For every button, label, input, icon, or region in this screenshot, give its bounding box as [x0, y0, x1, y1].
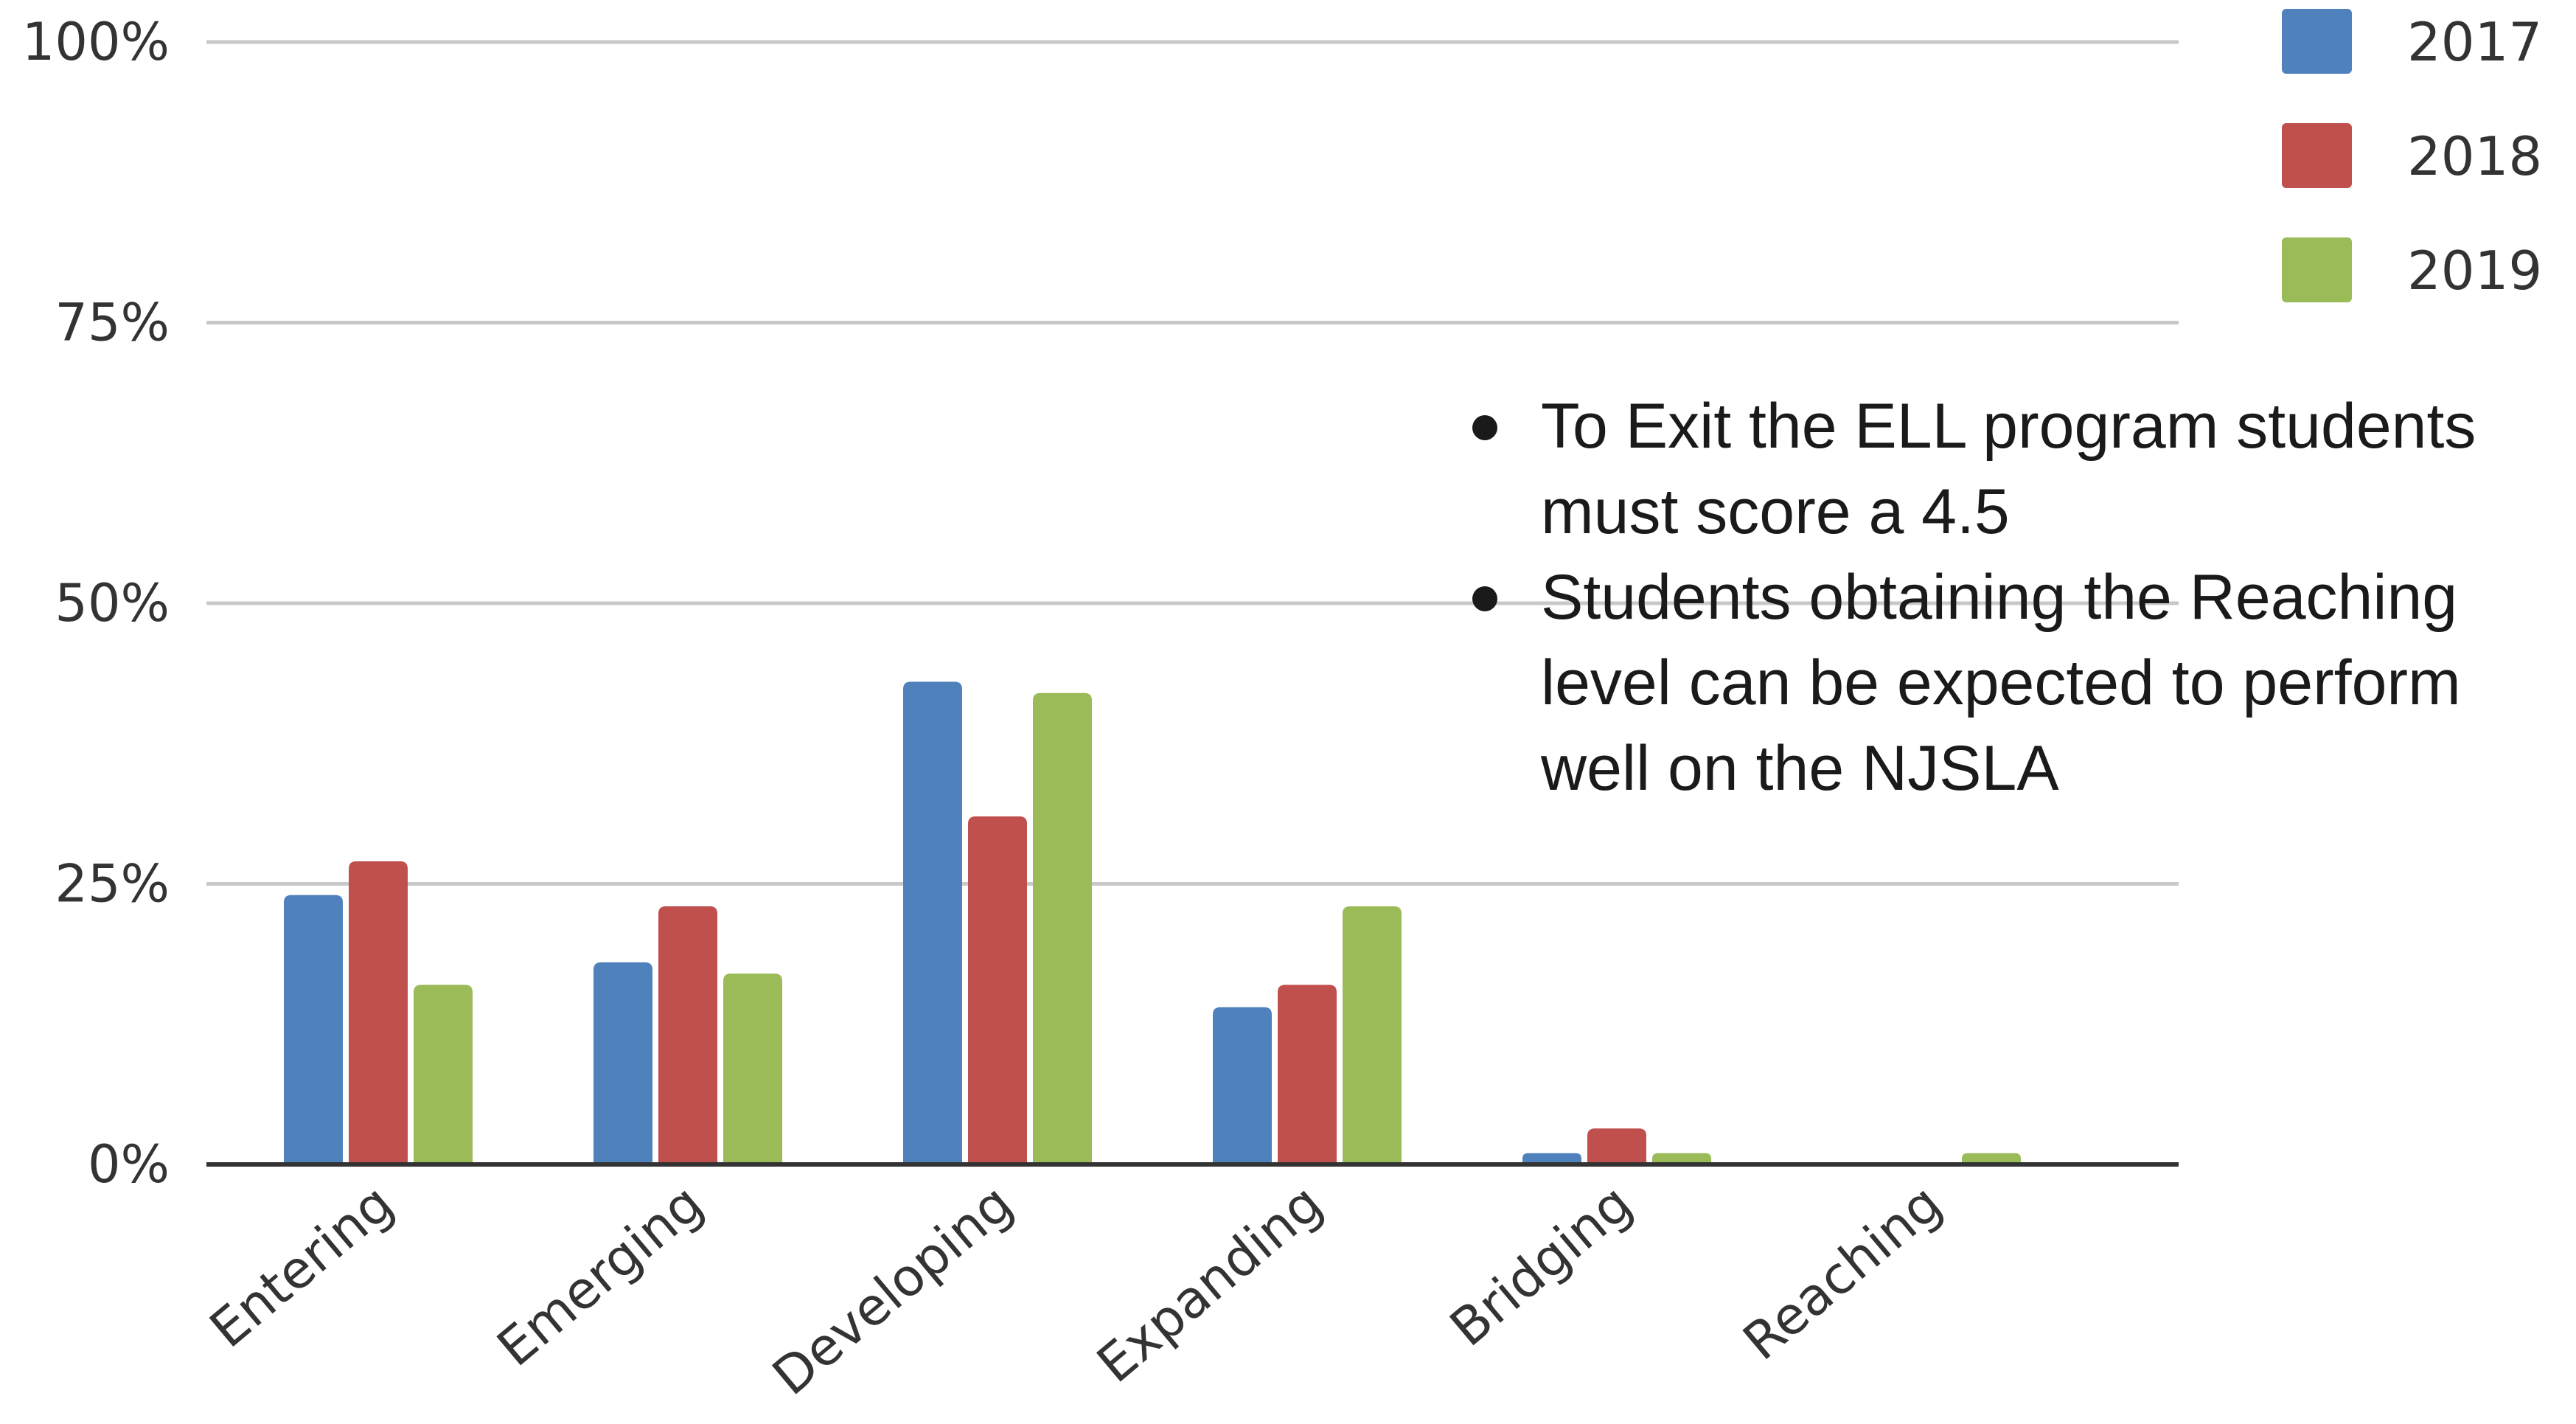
bar-2017-bridging	[1522, 1153, 1581, 1164]
bar-2018-bridging	[1587, 1128, 1646, 1164]
bar-2019-developing	[1033, 692, 1092, 1164]
note-text: Students obtaining the Reaching level ca…	[1541, 562, 2461, 804]
legend-label: 2018	[2407, 125, 2542, 187]
legend-label: 2019	[2407, 240, 2542, 302]
x-tick-label: Emerging	[486, 1173, 714, 1378]
bar-2018-developing	[968, 816, 1027, 1164]
bar-2017-developing	[903, 681, 962, 1164]
bar-2017-entering	[284, 895, 343, 1164]
bar-2019-expanding	[1343, 906, 1402, 1164]
y-tick-label: 75%	[55, 293, 170, 353]
bullet-icon	[1472, 415, 1497, 440]
y-tick-label: 25%	[55, 854, 170, 914]
note-item: Students obtaining the Reaching level ca…	[1463, 555, 2555, 811]
x-tick-label: Expanding	[1086, 1173, 1334, 1395]
bar-2019-emerging	[723, 973, 782, 1164]
bullet-icon	[1472, 586, 1497, 611]
x-tick-label: Reaching	[1732, 1173, 1953, 1372]
legend-swatch	[2282, 237, 2352, 302]
bar-2017-expanding	[1213, 1007, 1272, 1164]
bar-2018-expanding	[1278, 984, 1337, 1164]
gridlines	[206, 40, 2179, 886]
note-text: To Exit the ELL program students must sc…	[1541, 391, 2476, 547]
legend-label: 2017	[2407, 11, 2542, 73]
y-tick-label: 0%	[88, 1134, 170, 1195]
x-tick-label: Developing	[762, 1173, 1024, 1407]
legend: 2017 2018 2019	[2282, 9, 2542, 302]
x-axis-category-labels: Entering Emerging Developing Expanding Bridg…	[198, 1173, 1953, 1407]
bar-2019-entering	[414, 984, 473, 1164]
y-axis-tick-labels: 0% 25% 50% 75% 100%	[22, 12, 170, 1195]
bars	[284, 681, 2021, 1164]
legend-swatch	[2282, 9, 2352, 74]
notes-list: To Exit the ELL program students must sc…	[1463, 383, 2555, 811]
legend-swatch	[2282, 123, 2352, 188]
x-tick-label: Bridging	[1438, 1173, 1643, 1358]
note-item: To Exit the ELL program students must sc…	[1463, 383, 2555, 555]
bar-2019-reaching	[1962, 1153, 2021, 1164]
bar-2019-bridging	[1652, 1153, 1711, 1164]
y-tick-label: 50%	[55, 573, 170, 633]
bar-2018-entering	[349, 861, 408, 1164]
x-tick-label: Entering	[198, 1173, 405, 1359]
y-tick-label: 100%	[22, 12, 170, 72]
bar-2017-emerging	[593, 962, 652, 1164]
bar-2018-emerging	[658, 906, 717, 1164]
